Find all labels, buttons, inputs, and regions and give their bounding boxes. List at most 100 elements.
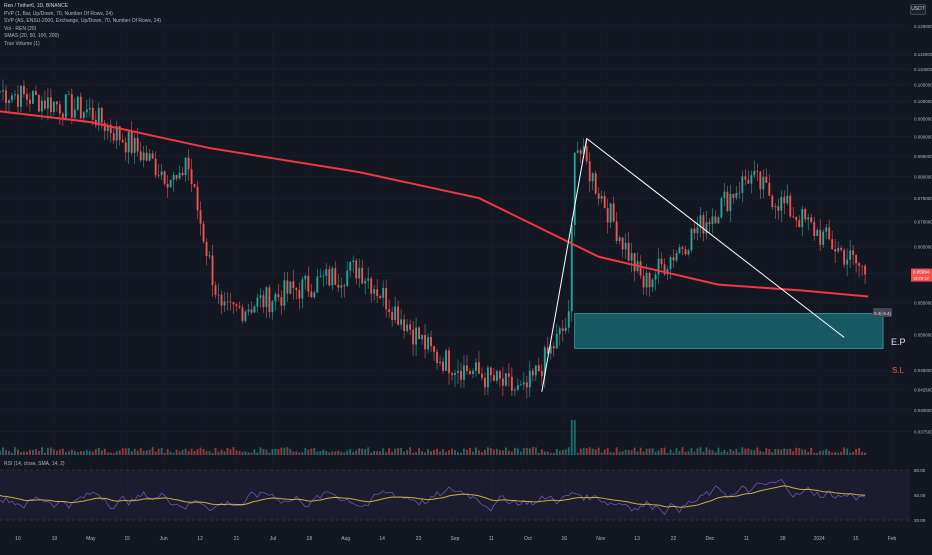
candle-body (537, 365, 540, 371)
volume-bar (513, 447, 516, 455)
candle-body (442, 361, 444, 371)
price-axis[interactable]: 0.125000 0.115000 0.110000 0.105000 0.100000… (911, 24, 932, 523)
volume-bar (367, 447, 370, 455)
candle-body (469, 371, 471, 374)
volume-bar (244, 451, 247, 455)
price-tick-label: 0.080000 (914, 174, 932, 179)
price-tick-label: 0.037500 (914, 430, 932, 435)
candle-body (451, 373, 453, 375)
time-tick-label: Nov (596, 536, 605, 542)
volume-bar (328, 452, 331, 455)
candle-body (606, 208, 609, 223)
indicator-5[interactable]: True Volume (1) (4, 40, 40, 47)
candle-body (23, 85, 25, 95)
volume-bar (660, 448, 663, 455)
candle-body (693, 228, 696, 234)
candle-body (576, 150, 579, 153)
volume-bar (433, 450, 435, 455)
candle-body (807, 217, 810, 220)
volume-bar (88, 450, 91, 455)
volume-bar (70, 449, 73, 455)
candle-body (274, 294, 277, 302)
volume-bar (133, 448, 136, 455)
candle-body (534, 365, 537, 376)
candle-body (618, 237, 621, 241)
candle-body (439, 361, 441, 364)
candle-body (334, 268, 337, 285)
time-axis[interactable]: 10 19 May 15 Jun 12 21 Jul 18 Aug 14 23 Sep 11 Oct 16 No… (15, 536, 896, 542)
candle-body (385, 288, 388, 310)
candle-body (160, 171, 163, 176)
volume-bar (546, 451, 549, 455)
indicator-1[interactable]: PVP (1, Bar, Up/Down, 70, Number Of Rows… (4, 10, 113, 17)
volume-bar (753, 450, 756, 455)
candle-body (519, 384, 522, 386)
indicator-2[interactable]: SVP (AS, ENSU-2000, Exchange, Up/Down, 7… (4, 18, 161, 25)
candle-body (852, 250, 855, 256)
time-tick-label: Oct (524, 536, 532, 542)
candle-body (307, 275, 310, 292)
candle-body (52, 101, 55, 112)
time-tick-label: May (86, 536, 96, 542)
candle-body (573, 152, 576, 225)
volume-bar (277, 449, 280, 455)
time-tick-label: 11 (744, 536, 749, 542)
volume-bar (412, 452, 415, 455)
candle-body (651, 279, 654, 288)
candle-body (436, 351, 438, 364)
volume-bar (639, 447, 642, 455)
sma-200-line (0, 110, 869, 298)
volume-bar (498, 450, 501, 455)
volume-bar (675, 447, 678, 455)
volume-bar (220, 449, 223, 455)
volume-bar (340, 451, 343, 455)
candle-body (190, 169, 193, 185)
volume-bar (247, 452, 250, 455)
candle-body (259, 295, 262, 298)
rsi-label[interactable]: RSI (14, close, SMA, 14, 2) (4, 461, 65, 467)
volume-bar (184, 448, 187, 455)
candle-body (31, 91, 34, 104)
volume-bar (618, 451, 621, 455)
candle-body (286, 280, 289, 294)
volume-bar (310, 448, 313, 455)
candle-body (238, 306, 241, 308)
volume-bar (486, 447, 489, 455)
volume-bar (289, 449, 292, 455)
volume-bar (537, 452, 540, 455)
candle-body (154, 158, 157, 176)
time-tick-label: 12 (197, 536, 203, 542)
volume-bar (259, 447, 262, 455)
time-tick-label: 21 (234, 536, 240, 542)
volume-bar (136, 450, 139, 455)
volume-bar (31, 450, 34, 455)
candle-body (786, 195, 789, 204)
volume-bar (211, 452, 214, 455)
candle-body (843, 250, 846, 265)
candle-body (5, 90, 7, 104)
candle-body (100, 107, 103, 123)
candle-body (250, 309, 253, 313)
candle-body (609, 203, 612, 223)
currency-button[interactable]: USDT (910, 4, 926, 15)
volume-bar (253, 449, 256, 455)
indicator-3[interactable]: Vol - REN (20) (4, 25, 37, 32)
volume-bar (573, 420, 576, 455)
volume-bar (654, 451, 657, 455)
volume-bar (20, 452, 22, 455)
volume-bar (813, 452, 816, 455)
indicator-4[interactable]: SMAS (20, 50, 100, 200) (4, 33, 60, 40)
candle-body (244, 311, 247, 321)
volume-bar (262, 449, 265, 455)
volume-bar (648, 448, 651, 455)
volume-bar (91, 451, 94, 455)
volume-bar (385, 452, 388, 455)
rsi-level-label: 20.00 (914, 518, 926, 523)
candle-body (85, 109, 88, 113)
candle-body (412, 329, 415, 345)
volume-bar (61, 448, 64, 455)
candle-body (729, 193, 732, 211)
symbol-title[interactable]: Ren / Tether6, 1D, BINANCE (4, 3, 69, 9)
